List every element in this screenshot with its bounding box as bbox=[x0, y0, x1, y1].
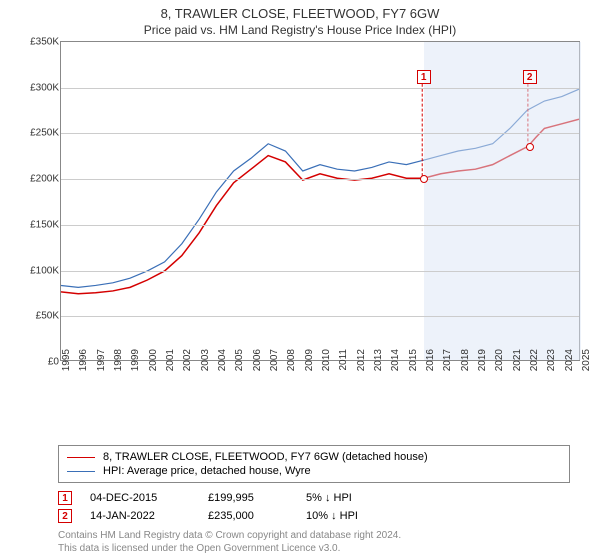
footer: Contains HM Land Registry data © Crown c… bbox=[58, 529, 570, 555]
y-tick-label: £200K bbox=[23, 174, 59, 185]
legend-swatch bbox=[67, 471, 95, 472]
y-tick-label: £250K bbox=[23, 128, 59, 139]
x-tick-label: 2025 bbox=[581, 349, 600, 383]
gridline bbox=[61, 316, 579, 317]
shade-region bbox=[424, 42, 581, 360]
sale-row-marker: 1 bbox=[58, 491, 72, 505]
legend-label: HPI: Average price, detached house, Wyre bbox=[103, 465, 311, 477]
legend-label: 8, TRAWLER CLOSE, FLEETWOOD, FY7 6GW (de… bbox=[103, 451, 428, 463]
legend-item: 8, TRAWLER CLOSE, FLEETWOOD, FY7 6GW (de… bbox=[67, 450, 561, 464]
gridline bbox=[61, 225, 579, 226]
chart-plot: £0£50K£100K£150K£200K£250K£300K£350K1995… bbox=[60, 41, 580, 361]
legend-swatch bbox=[67, 457, 95, 458]
y-tick-label: £150K bbox=[23, 219, 59, 230]
y-tick-label: £350K bbox=[23, 37, 59, 48]
gridline bbox=[61, 88, 579, 89]
y-tick-label: £300K bbox=[23, 82, 59, 93]
gridline bbox=[61, 133, 579, 134]
sale-marker-dot bbox=[526, 143, 534, 151]
chart-title: 8, TRAWLER CLOSE, FLEETWOOD, FY7 6GW bbox=[0, 0, 600, 21]
sale-row-diff: 10% ↓ HPI bbox=[306, 510, 386, 522]
gridline bbox=[61, 271, 579, 272]
legend-item: HPI: Average price, detached house, Wyre bbox=[67, 464, 561, 478]
sale-row-marker: 2 bbox=[58, 509, 72, 523]
sales-table: 1 04-DEC-2015 £199,995 5% ↓ HPI 2 14-JAN-2022… bbox=[58, 489, 570, 525]
sale-row-price: £235,000 bbox=[208, 510, 288, 522]
sale-marker-box: 1 bbox=[417, 70, 431, 84]
sale-row-date: 04-DEC-2015 bbox=[90, 492, 190, 504]
sale-row: 2 14-JAN-2022 £235,000 10% ↓ HPI bbox=[58, 507, 570, 525]
sale-marker-dot bbox=[420, 175, 428, 183]
sale-row-date: 14-JAN-2022 bbox=[90, 510, 190, 522]
sale-row-diff: 5% ↓ HPI bbox=[306, 492, 386, 504]
sale-row-price: £199,995 bbox=[208, 492, 288, 504]
chart-area: £0£50K£100K£150K£200K£250K£300K£350K1995… bbox=[22, 41, 592, 401]
y-tick-label: £50K bbox=[23, 311, 59, 322]
gridline bbox=[61, 179, 579, 180]
footer-line-2: This data is licensed under the Open Gov… bbox=[58, 542, 570, 555]
y-tick-label: £100K bbox=[23, 265, 59, 276]
sale-row: 1 04-DEC-2015 £199,995 5% ↓ HPI bbox=[58, 489, 570, 507]
footer-line-1: Contains HM Land Registry data © Crown c… bbox=[58, 529, 570, 542]
chart-subtitle: Price paid vs. HM Land Registry's House … bbox=[0, 21, 600, 41]
sale-marker-box: 2 bbox=[523, 70, 537, 84]
legend: 8, TRAWLER CLOSE, FLEETWOOD, FY7 6GW (de… bbox=[58, 445, 570, 483]
y-tick-label: £0 bbox=[23, 357, 59, 368]
